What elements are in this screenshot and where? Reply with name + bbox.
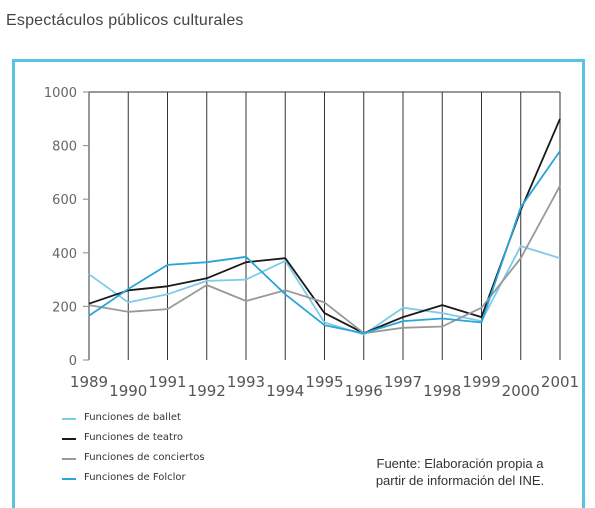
- x-tick-label: 1991: [148, 373, 186, 391]
- x-tick-label: 1989: [70, 373, 108, 391]
- chart-grid: [83, 91, 561, 361]
- legend-swatch-ballet: [62, 418, 76, 420]
- y-tick-label: 400: [52, 247, 77, 262]
- y-tick-label: 1000: [44, 86, 77, 101]
- x-tick-label: 1994: [266, 382, 304, 400]
- chart-series: [88, 118, 561, 336]
- legend-item-teatro: Funciones de teatro: [62, 432, 262, 446]
- series-line: [88, 118, 561, 335]
- x-tick-label: 1999: [462, 373, 500, 391]
- x-tick-label: 1997: [384, 373, 422, 391]
- x-tick-label: 1990: [109, 382, 147, 400]
- x-tick-label: 2001: [541, 373, 579, 391]
- legend-swatch-folclor: [62, 478, 76, 480]
- x-tick-label: 1998: [423, 382, 461, 400]
- legend-item-folclor: Funciones de Folclor: [62, 472, 262, 486]
- y-tick-label: 800: [52, 140, 77, 155]
- source-note-line2: partir de información del INE.: [375, 473, 545, 488]
- legend-item-ballet: Funciones de ballet: [62, 412, 262, 426]
- legend-label-folclor: Funciones de Folclor: [84, 472, 186, 483]
- source-note: Fuente: Elaboración propia a partir de i…: [340, 455, 580, 489]
- x-tick-label: 1992: [188, 382, 226, 400]
- x-tick-label: 1993: [227, 373, 265, 391]
- y-tick-label: 200: [52, 300, 77, 315]
- legend-swatch-conciertos: [62, 458, 76, 460]
- page-title: Espectáculos públicos culturales: [6, 12, 244, 29]
- y-axis-ticks: 0 200 400 600 800 1000: [44, 86, 77, 369]
- legend-label-teatro: Funciones de teatro: [84, 432, 183, 443]
- y-tick-label: 0: [69, 354, 77, 369]
- x-tick-label: 1996: [345, 382, 383, 400]
- y-tick-label: 600: [52, 193, 77, 208]
- x-axis-ticks: 1989 1990 1991 1992 1993 1994 1995 1996 1997 1998…: [70, 373, 579, 400]
- source-note-line1: Fuente: Elaboración propia a: [376, 456, 544, 471]
- legend-label-ballet: Funciones de ballet: [84, 412, 181, 423]
- x-tick-label: 2000: [502, 382, 540, 400]
- series-line: [88, 150, 561, 335]
- legend-item-conciertos: Funciones de conciertos: [62, 452, 262, 466]
- legend-label-conciertos: Funciones de conciertos: [84, 452, 205, 463]
- x-tick-label: 1995: [305, 373, 343, 391]
- series-line: [88, 185, 561, 335]
- chart-frame: [12, 59, 585, 508]
- legend-swatch-teatro: [62, 438, 76, 440]
